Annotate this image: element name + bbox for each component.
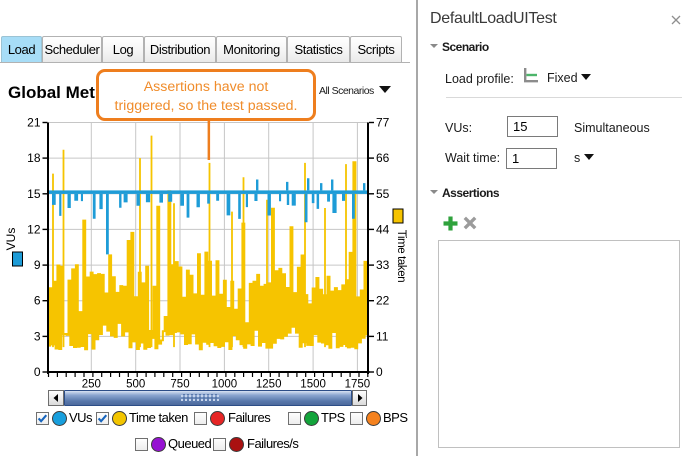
svg-text:55: 55 xyxy=(376,187,390,201)
svg-text:15: 15 xyxy=(27,187,41,201)
svg-text:3: 3 xyxy=(34,329,41,343)
svg-text:6: 6 xyxy=(34,294,41,308)
svg-text:250: 250 xyxy=(82,379,101,391)
svg-text:VUs: VUs xyxy=(4,228,18,251)
svg-text:9: 9 xyxy=(34,258,41,272)
svg-text:0: 0 xyxy=(376,365,383,379)
svg-text:750: 750 xyxy=(170,379,189,391)
svg-text:1250: 1250 xyxy=(256,379,282,391)
svg-text:1500: 1500 xyxy=(300,379,326,391)
svg-text:11: 11 xyxy=(376,329,389,343)
svg-text:Time taken: Time taken xyxy=(395,230,407,282)
svg-text:44: 44 xyxy=(376,222,390,236)
svg-text:12: 12 xyxy=(27,222,41,236)
svg-text:18: 18 xyxy=(27,151,41,165)
svg-text:1750: 1750 xyxy=(345,379,371,391)
svg-text:500: 500 xyxy=(126,379,145,391)
svg-text:77: 77 xyxy=(376,116,390,130)
svg-text:22: 22 xyxy=(376,294,390,308)
svg-text:0: 0 xyxy=(34,365,41,379)
svg-text:21: 21 xyxy=(27,116,41,130)
svg-text:33: 33 xyxy=(376,258,390,272)
svg-text:66: 66 xyxy=(376,151,390,165)
svg-text:1000: 1000 xyxy=(212,379,238,391)
